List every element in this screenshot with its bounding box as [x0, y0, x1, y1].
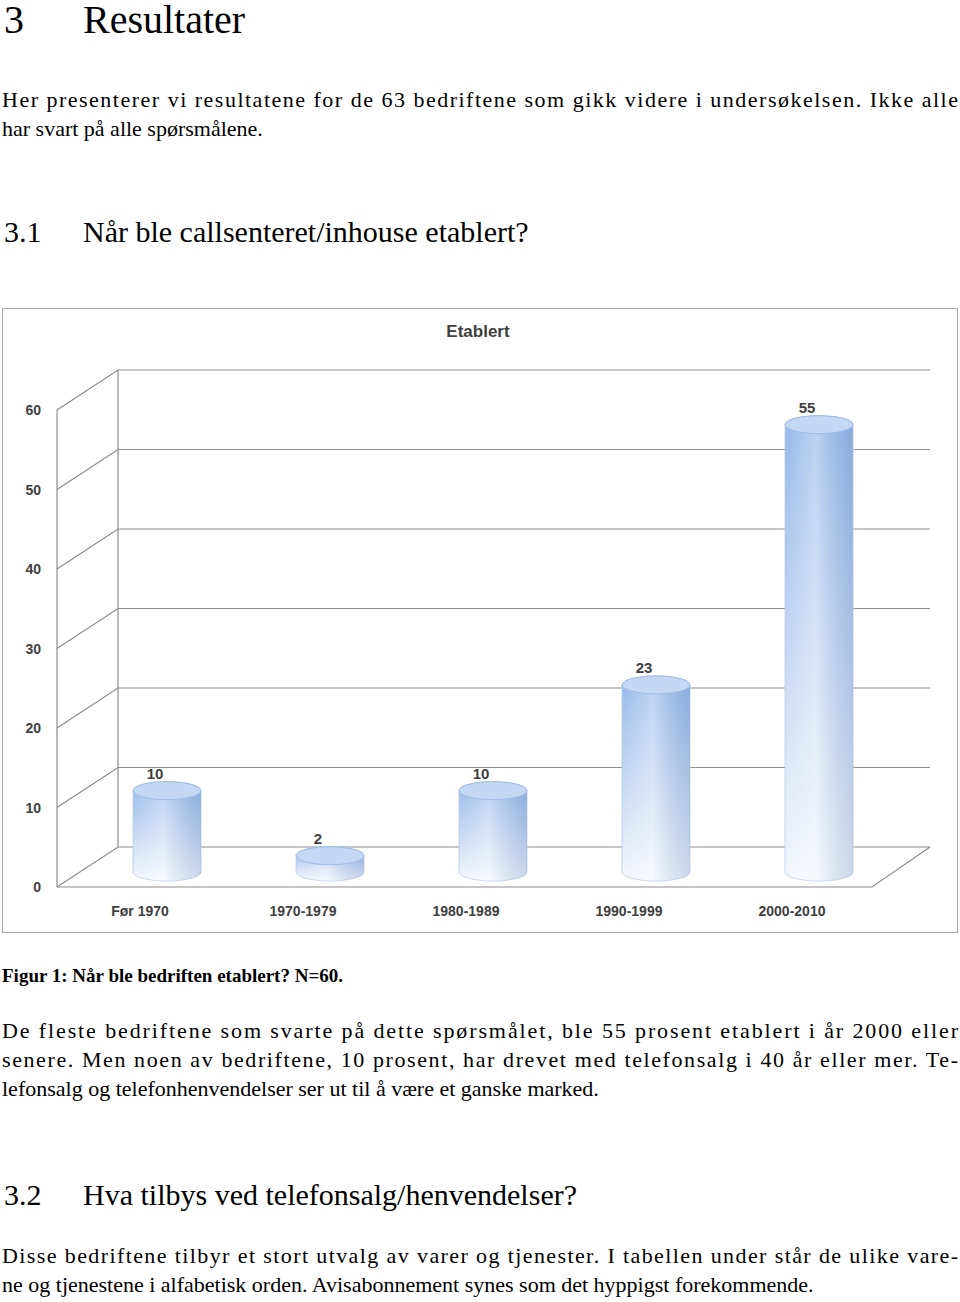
bars — [133, 416, 853, 881]
bar — [133, 782, 201, 881]
figure-caption: Figur 1: Når ble bedriften etablert? N=6… — [2, 965, 343, 986]
bar — [459, 782, 527, 881]
bar-shade — [133, 782, 201, 881]
bar-top — [459, 782, 527, 800]
bar-top — [296, 847, 364, 865]
data-label: 2 — [314, 830, 322, 847]
bar — [785, 416, 853, 881]
y-tick-label: 50 — [25, 482, 41, 498]
bar-top — [622, 676, 690, 694]
y-tick-label: 60 — [25, 402, 41, 418]
bar — [296, 847, 364, 881]
data-label: 10 — [473, 765, 490, 782]
chart-frame — [3, 309, 958, 933]
paragraph-line: lefonsalg og telefonhenvendelser ser ut … — [2, 1076, 599, 1101]
bar-top — [785, 416, 853, 434]
y-tick-label: 0 — [33, 879, 41, 895]
y-tick-label: 10 — [25, 800, 41, 816]
data-label: 55 — [799, 399, 816, 416]
data-label: 23 — [636, 659, 653, 676]
y-tick-label: 20 — [25, 720, 41, 736]
paragraph-line: senere. Men noen av bedriftene, 10 prose… — [2, 1047, 958, 1072]
data-labels: 10 2 10 23 55 — [147, 399, 816, 847]
page: 3 Resultater Her presenterer vi resultaten… — [0, 0, 960, 1302]
heading-title: Resultater — [83, 0, 245, 42]
bar-top — [133, 782, 201, 800]
section-heading-number: 3.1 — [4, 215, 42, 248]
bar-shade — [785, 416, 853, 881]
heading-number: 3 — [4, 0, 24, 42]
x-tick-label: 1990-1999 — [596, 903, 663, 919]
intro-line: har svart på alle spørsmålene. — [2, 116, 263, 141]
intro-line: Her presenterer vi resultatene for de 63… — [2, 87, 958, 112]
x-tick-label: 1980-1989 — [433, 903, 500, 919]
value-axis-line — [56, 410, 57, 887]
paragraph-line: De fleste bedriftene som svarte på dette… — [2, 1018, 959, 1043]
grid — [57, 370, 930, 887]
section-heading-title: Når ble callsenteret/inhouse etablert? — [83, 215, 529, 248]
section-heading-number: 3.2 — [4, 1178, 42, 1211]
bar-shade — [459, 782, 527, 881]
chart-title: Etablert — [446, 322, 510, 341]
data-label: 10 — [147, 765, 164, 782]
paragraph-line: Disse bedriftene tilbyr et stort utvalg … — [2, 1243, 958, 1268]
y-tick-label: 40 — [25, 561, 41, 577]
bar-shade — [296, 847, 364, 881]
bar-shade — [622, 676, 690, 881]
x-tick-label: 1970-1979 — [270, 903, 337, 919]
y-tick-label: 30 — [25, 641, 41, 657]
x-tick-label: Før 1970 — [111, 903, 169, 919]
x-tick-label: 2000-2010 — [759, 903, 826, 919]
back-wall-edge — [117, 370, 118, 847]
section-heading-title: Hva tilbys ved telefonsalg/henvendelser? — [83, 1178, 577, 1211]
paragraph-line: ne og tjenestene i alfabetisk orden. Avi… — [2, 1272, 814, 1297]
bar — [622, 676, 690, 881]
